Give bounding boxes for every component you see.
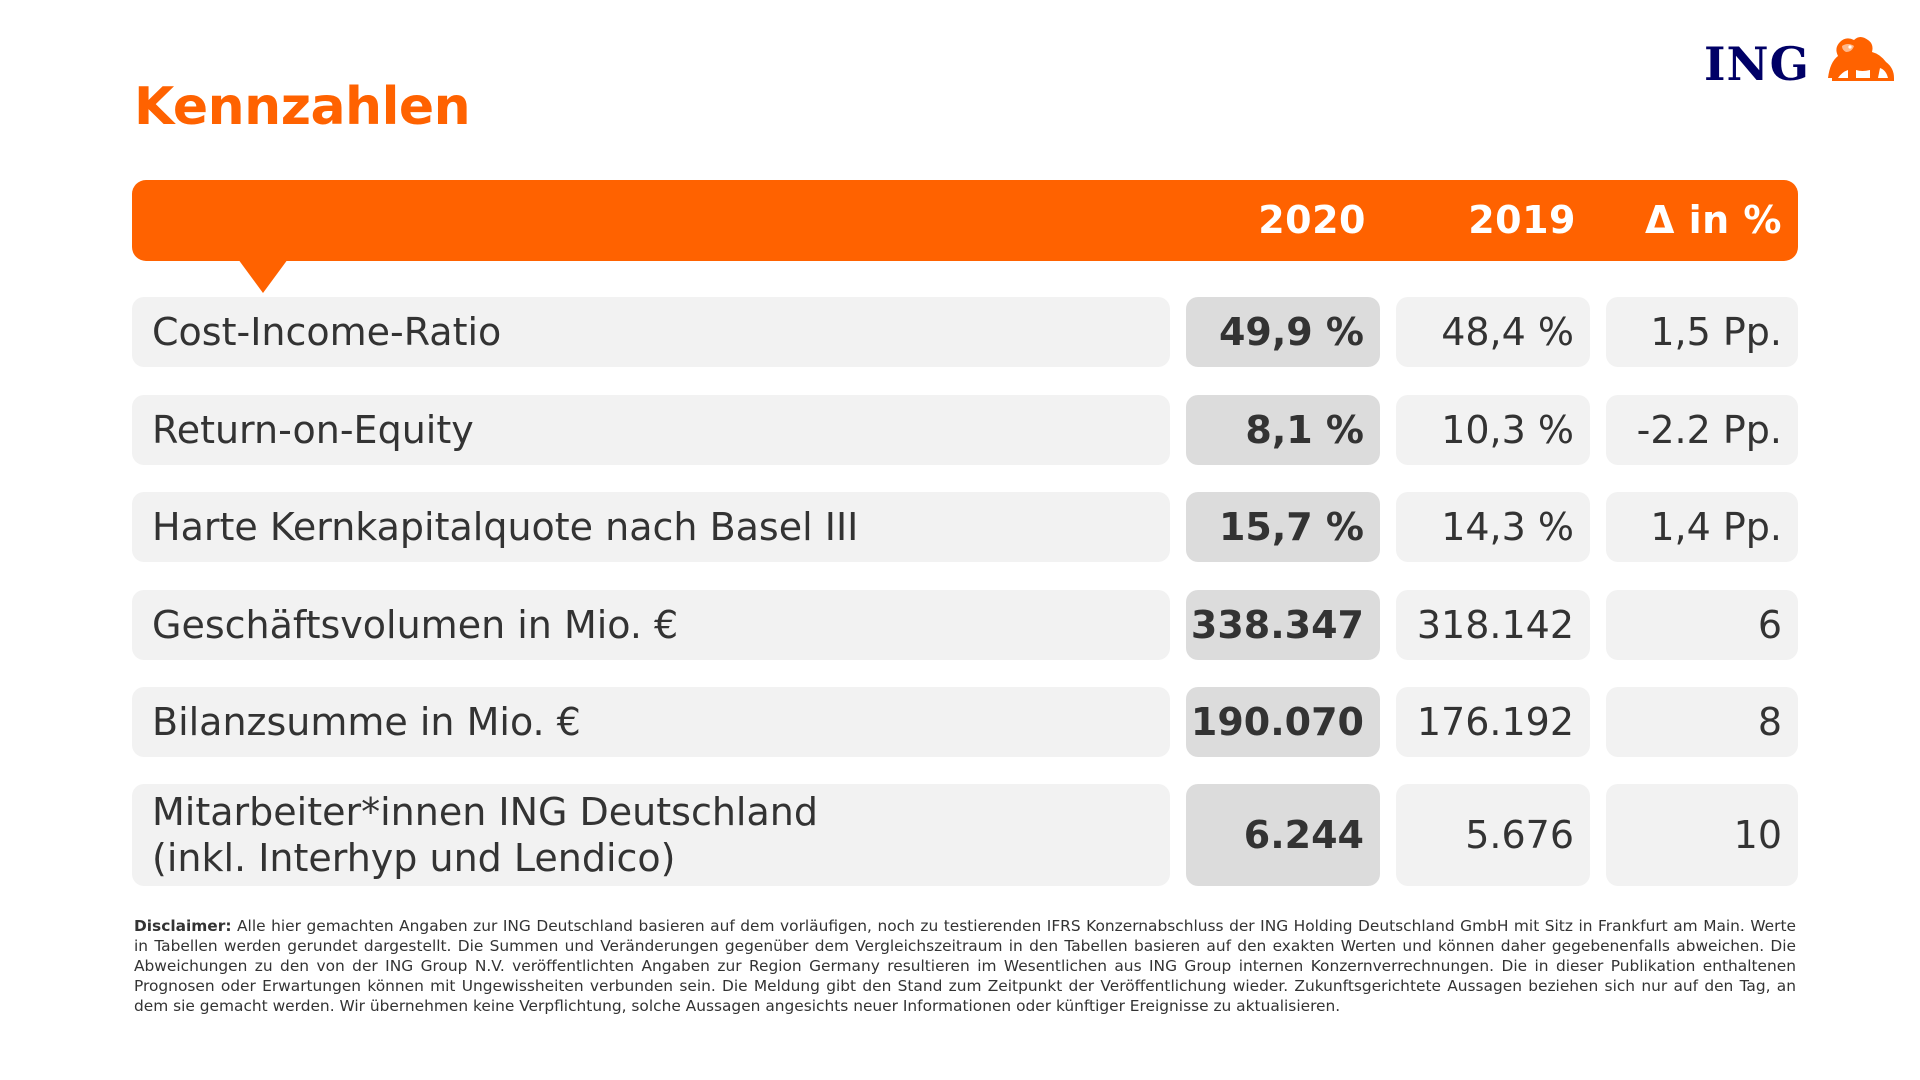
value-2019: 318.142 xyxy=(1396,590,1590,660)
table-row-bilanzsumme: Bilanzsumme in Mio. € 190.070 176.192 8 xyxy=(132,687,1798,757)
table-row-return-on-equity: Return-on-Equity 8,1 % 10,3 % -2.2 Pp. xyxy=(132,395,1798,465)
row-label: Cost-Income-Ratio xyxy=(132,297,1170,367)
table-row-geschaeftsvolumen: Geschäftsvolumen in Mio. € 338.347 318.1… xyxy=(132,590,1798,660)
value-2019: 10,3 % xyxy=(1396,395,1590,465)
value-2020: 49,9 % xyxy=(1186,297,1380,367)
logo-wordmark: ING xyxy=(1704,37,1810,91)
disclaimer-text: Alle hier gemachten Angaben zur ING Deut… xyxy=(134,917,1796,1015)
value-delta: 6 xyxy=(1606,590,1798,660)
value-2019: 48,4 % xyxy=(1396,297,1590,367)
value-2019: 176.192 xyxy=(1396,687,1590,757)
row-label: Mitarbeiter*innen ING Deutschland (inkl.… xyxy=(132,784,1170,886)
row-label: Harte Kernkapitalquote nach Basel III xyxy=(132,492,1170,562)
value-delta: 1,5 Pp. xyxy=(1606,297,1798,367)
row-label-text: Cost-Income-Ratio xyxy=(152,310,502,354)
row-label-text: Bilanzsumme in Mio. € xyxy=(152,700,581,744)
ing-logo: ING xyxy=(1700,28,1900,98)
row-label-text: Mitarbeiter*innen ING Deutschland xyxy=(152,790,818,834)
value-delta: -2.2 Pp. xyxy=(1606,395,1798,465)
row-label: Bilanzsumme in Mio. € xyxy=(132,687,1170,757)
column-header-2020: 2020 xyxy=(1258,198,1366,242)
value-2020: 338.347 xyxy=(1186,590,1380,660)
table-row-mitarbeiter: Mitarbeiter*innen ING Deutschland (inkl.… xyxy=(132,784,1798,886)
row-label: Geschäftsvolumen in Mio. € xyxy=(132,590,1170,660)
row-label-text: Harte Kernkapitalquote nach Basel III xyxy=(152,505,859,549)
value-2019: 5.676 xyxy=(1396,784,1590,886)
value-delta: 10 xyxy=(1606,784,1798,886)
value-delta: 1,4 Pp. xyxy=(1606,492,1798,562)
table-row-kernkapitalquote: Harte Kernkapitalquote nach Basel III 15… xyxy=(132,492,1798,562)
disclaimer-label: Disclaimer: xyxy=(134,917,232,935)
value-2020: 15,7 % xyxy=(1186,492,1380,562)
column-header-2019: 2019 xyxy=(1468,198,1576,242)
row-label-subtext: (inkl. Interhyp und Lendico) xyxy=(152,836,676,880)
row-label-text: Return-on-Equity xyxy=(152,408,474,452)
disclaimer: Disclaimer: Alle hier gemachten Angaben … xyxy=(134,916,1796,1016)
value-2020: 190.070 xyxy=(1186,687,1380,757)
value-2020: 6.244 xyxy=(1186,784,1380,886)
row-label-text: Geschäftsvolumen in Mio. € xyxy=(152,603,679,647)
value-2020: 8,1 % xyxy=(1186,395,1380,465)
page-title: Kennzahlen xyxy=(134,77,471,137)
value-2019: 14,3 % xyxy=(1396,492,1590,562)
table-header-bar xyxy=(132,180,1798,261)
row-label: Return-on-Equity xyxy=(132,395,1170,465)
lion-icon xyxy=(1828,37,1894,81)
table-row-cost-income-ratio: Cost-Income-Ratio 49,9 % 48,4 % 1,5 Pp. xyxy=(132,297,1798,367)
column-header-delta: Δ in % xyxy=(1644,198,1782,242)
value-delta: 8 xyxy=(1606,687,1798,757)
header-pointer xyxy=(238,259,288,293)
